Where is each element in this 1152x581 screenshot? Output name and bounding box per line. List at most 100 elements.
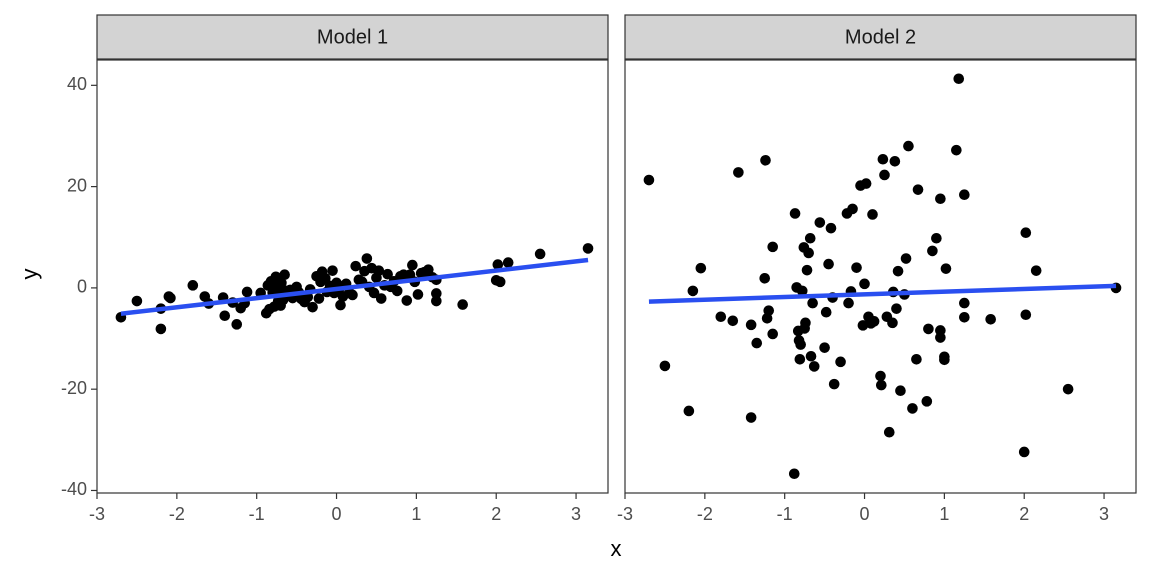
facet-strip — [96, 14, 609, 60]
data-point — [695, 262, 707, 274]
data-point — [843, 297, 854, 309]
data-point — [794, 354, 806, 365]
data-point — [931, 232, 942, 244]
data-point — [494, 276, 506, 288]
data-point — [412, 289, 424, 300]
x-tick-label: -1 — [249, 504, 265, 524]
data-point — [895, 385, 906, 397]
data-point — [877, 153, 889, 165]
data-point — [502, 257, 514, 268]
x-tick-label: 0 — [332, 504, 342, 524]
data-point — [959, 297, 970, 309]
data-point — [643, 174, 655, 186]
facet-strip-label: Model 1 — [317, 26, 388, 48]
data-point — [350, 260, 361, 272]
data-point — [335, 299, 346, 311]
data-point — [814, 217, 826, 228]
x-tick-label: -2 — [697, 504, 713, 524]
y-axis: -40 -20 0 20 40 — [61, 74, 97, 499]
data-point — [820, 306, 832, 318]
facet-strip-label: Model 2 — [845, 26, 916, 48]
data-point — [959, 189, 970, 201]
data-point — [939, 354, 950, 366]
data-point — [687, 285, 699, 297]
data-point — [431, 288, 442, 299]
data-point — [887, 317, 898, 329]
data-point — [276, 277, 287, 289]
data-point — [907, 403, 918, 414]
data-point — [879, 169, 890, 181]
data-point — [347, 289, 358, 301]
data-point — [803, 247, 814, 259]
data-point — [825, 222, 837, 234]
data-point — [851, 262, 862, 273]
data-point — [891, 303, 902, 314]
x-axis-title: x — [611, 536, 622, 561]
plot-panel — [624, 59, 1137, 494]
data-point — [835, 356, 846, 368]
data-point — [985, 313, 996, 325]
y-axis-title: y — [17, 269, 42, 280]
data-point — [751, 337, 763, 349]
data-point — [795, 339, 806, 350]
y-tick-label: 0 — [77, 277, 87, 297]
data-point — [727, 315, 739, 327]
data-point — [807, 297, 818, 309]
data-point — [953, 73, 965, 85]
x-tick-label: 3 — [1099, 504, 1109, 524]
data-point — [279, 269, 290, 281]
data-point — [760, 154, 771, 166]
data-point — [875, 370, 886, 382]
x-tick-label: 2 — [491, 504, 501, 524]
data-point — [131, 295, 143, 307]
x-tick-label: -1 — [777, 504, 793, 524]
data-point — [715, 311, 727, 323]
data-point — [382, 268, 393, 280]
x-tick-label: -3 — [617, 504, 633, 524]
x-tick-label: 1 — [939, 504, 949, 524]
y-tick-label: -40 — [61, 479, 87, 499]
data-point — [407, 259, 418, 271]
data-point — [327, 265, 338, 276]
plot-panel — [96, 59, 609, 494]
data-point — [828, 378, 840, 390]
data-point — [219, 310, 231, 322]
data-point — [763, 305, 775, 316]
data-point — [307, 301, 318, 313]
data-point — [808, 361, 820, 372]
data-point — [231, 319, 243, 330]
data-point — [187, 280, 199, 291]
data-point — [165, 292, 176, 304]
data-point — [883, 426, 895, 438]
data-point — [241, 286, 253, 298]
data-point — [935, 332, 946, 343]
data-point — [745, 412, 757, 423]
data-point — [876, 379, 887, 391]
data-point — [1020, 309, 1032, 321]
data-point — [912, 184, 924, 195]
data-point — [767, 241, 779, 253]
panel-2: Model 2 -3 -2 -1 0 1 2 3 — [617, 14, 1137, 524]
data-point — [927, 245, 938, 257]
data-point — [860, 178, 872, 189]
data-point — [788, 468, 800, 480]
data-point — [805, 350, 817, 362]
data-point — [659, 360, 671, 372]
data-point — [767, 328, 779, 340]
y-tick-label: -20 — [61, 378, 87, 398]
data-point — [582, 243, 594, 254]
data-point — [867, 209, 878, 220]
data-point — [534, 248, 546, 260]
x-tick-label: -3 — [89, 504, 105, 524]
data-point — [847, 203, 858, 215]
data-point — [959, 311, 970, 323]
data-point — [935, 193, 946, 205]
data-point — [789, 208, 801, 219]
data-point — [1030, 265, 1042, 276]
data-point — [911, 354, 922, 365]
regression-line — [120, 257, 589, 316]
regression-line — [648, 283, 1117, 304]
x-tick-label: -2 — [169, 504, 185, 524]
data-point — [889, 155, 901, 167]
